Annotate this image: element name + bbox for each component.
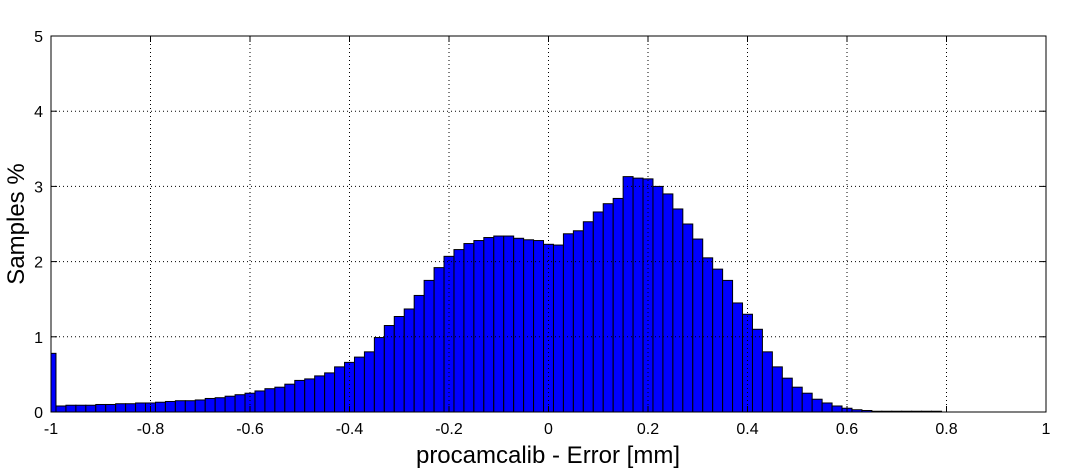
bar: [234, 394, 246, 412]
y-tick-label: 3: [34, 179, 43, 196]
bar: [612, 197, 624, 412]
bar: [284, 383, 296, 412]
bar: [65, 404, 77, 412]
bar: [115, 403, 127, 412]
bar: [682, 223, 694, 412]
bar: [294, 379, 306, 412]
bar: [274, 386, 286, 412]
bar: [125, 403, 137, 412]
bar: [712, 268, 724, 412]
bar: [353, 356, 365, 412]
bar: [552, 244, 564, 412]
bar: [75, 404, 87, 412]
x-axis-label: procamcalib - Error [mm]: [416, 442, 680, 469]
bar: [463, 243, 475, 412]
bar: [672, 208, 684, 412]
bar: [642, 178, 654, 412]
bar: [592, 211, 604, 412]
bar: [184, 400, 196, 412]
bar: [513, 237, 525, 412]
y-tick-label: 4: [34, 104, 43, 121]
bar: [602, 203, 614, 412]
bar: [453, 249, 465, 412]
bar: [632, 177, 644, 412]
x-tick-label: -0.2: [435, 421, 463, 438]
bar: [393, 315, 405, 412]
bar: [572, 230, 584, 412]
bar: [493, 235, 505, 412]
bar: [692, 238, 704, 412]
y-tick-label: 0: [34, 405, 43, 422]
bar: [363, 351, 375, 412]
bars: [51, 176, 943, 412]
bar: [821, 402, 833, 412]
bar: [503, 235, 515, 412]
bar: [562, 233, 574, 412]
x-tick-label: 0: [544, 421, 553, 438]
bar: [702, 257, 714, 412]
bar: [135, 402, 147, 412]
bar: [781, 377, 793, 412]
bar: [164, 400, 176, 412]
bar: [722, 279, 734, 412]
bar: [523, 239, 535, 412]
bar: [403, 308, 415, 412]
bar: [473, 240, 485, 412]
bar: [204, 397, 216, 412]
bar: [751, 328, 763, 412]
bar: [582, 221, 594, 412]
bar: [334, 366, 346, 412]
bar: [174, 400, 186, 412]
bar: [224, 395, 236, 412]
y-axis-label: Samples %: [3, 163, 30, 284]
x-tick-label: -1: [44, 421, 58, 438]
bar: [811, 398, 823, 412]
x-tick-label: 0.4: [736, 421, 758, 438]
x-tick-label: -0.4: [336, 421, 364, 438]
bar: [413, 294, 425, 412]
x-tick-label: -0.6: [236, 421, 264, 438]
y-tick-label: 1: [34, 330, 43, 347]
y-tick-label: 5: [34, 29, 43, 46]
bar: [533, 240, 545, 412]
bar: [194, 399, 206, 412]
bar: [383, 325, 395, 412]
bar: [423, 279, 435, 412]
bar: [831, 405, 843, 412]
y-tick-label: 2: [34, 255, 43, 272]
bar: [801, 392, 813, 412]
bar: [154, 401, 166, 412]
bar: [622, 176, 634, 412]
plot-frame: [50, 35, 1047, 413]
bar: [55, 405, 67, 412]
bar: [662, 193, 674, 412]
bar: [85, 404, 97, 412]
bar: [254, 390, 266, 412]
bar: [433, 267, 445, 412]
x-tick-label: -0.8: [137, 421, 165, 438]
bar: [373, 337, 385, 412]
bar: [314, 375, 326, 412]
bar: [483, 237, 495, 412]
bar: [105, 403, 117, 412]
bar: [771, 366, 783, 412]
bar: [652, 185, 664, 412]
x-tick-label: 0.6: [836, 421, 858, 438]
bar: [264, 388, 276, 412]
bar: [214, 397, 226, 412]
bar: [791, 386, 803, 412]
bar: [761, 351, 773, 412]
bar: [324, 372, 336, 412]
bar: [732, 302, 744, 412]
bar: [304, 378, 316, 412]
x-tick-label: 0.8: [935, 421, 957, 438]
x-tick-label: 0.2: [637, 421, 659, 438]
bar: [95, 403, 107, 412]
x-tick-label: 1: [1042, 421, 1051, 438]
